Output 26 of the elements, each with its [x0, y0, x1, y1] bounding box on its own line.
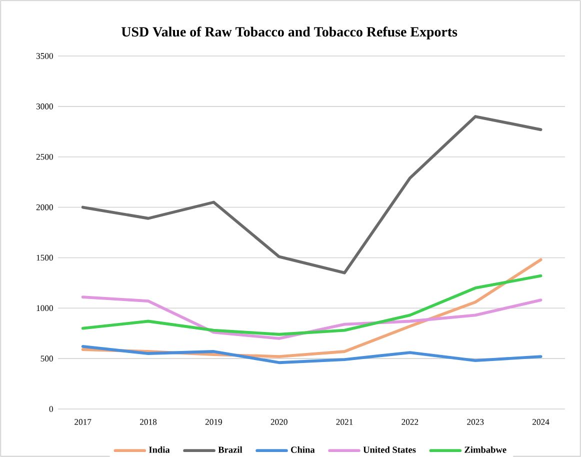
- chart-title: USD Value of Raw Tobacco and Tobacco Refuse Exports: [122, 26, 458, 40]
- x-tick-label: 2019: [205, 419, 222, 425]
- legend-label: Brazil: [218, 446, 242, 453]
- legend-label: Zimbabwe: [464, 446, 506, 453]
- x-tick-label: 2023: [467, 419, 484, 425]
- y-tick-label: 500: [40, 356, 53, 362]
- x-tick-label: 2018: [140, 419, 157, 425]
- line-series: [81, 274, 542, 336]
- x-tick-label: 2024: [532, 419, 550, 425]
- y-tick-label: 3000: [36, 104, 53, 110]
- y-tick-label: 2500: [36, 154, 53, 160]
- y-tick-label: 2000: [36, 204, 53, 210]
- y-tick-label: 1500: [36, 254, 53, 261]
- line-series: [81, 345, 542, 364]
- line-series: [81, 296, 542, 340]
- legend-label: United States: [363, 446, 416, 453]
- line-series: [81, 115, 542, 274]
- legend-label: China: [291, 446, 315, 453]
- x-tick-label: 2017: [74, 419, 92, 425]
- x-tick-label: 2020: [270, 419, 288, 425]
- y-tick-label: 3500: [36, 53, 53, 59]
- x-tick-label: 2022: [402, 419, 418, 425]
- y-tick-label: 1000: [36, 305, 53, 312]
- legend-label: India: [148, 446, 170, 453]
- y-tick-label: 0: [49, 406, 53, 412]
- x-tick-label: 2021: [336, 419, 353, 425]
